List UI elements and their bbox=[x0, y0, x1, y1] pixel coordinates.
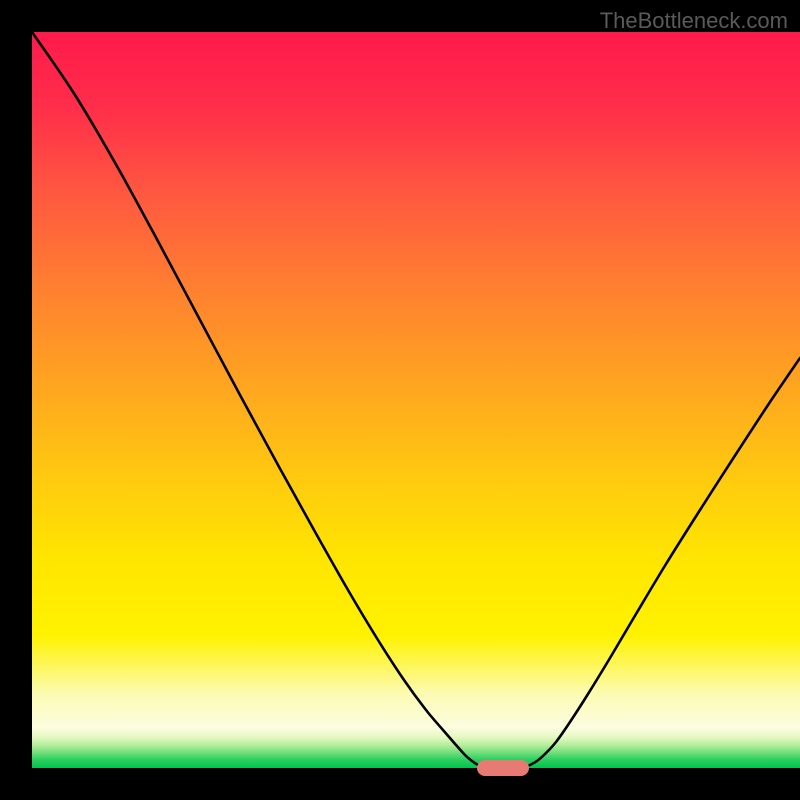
bottleneck-chart bbox=[0, 0, 800, 800]
frame-bottom bbox=[0, 768, 800, 800]
frame-left bbox=[0, 0, 32, 800]
optimal-marker bbox=[477, 760, 529, 776]
watermark-text: TheBottleneck.com bbox=[600, 8, 788, 34]
gradient-background bbox=[32, 32, 800, 768]
chart-container: TheBottleneck.com bbox=[0, 0, 800, 800]
